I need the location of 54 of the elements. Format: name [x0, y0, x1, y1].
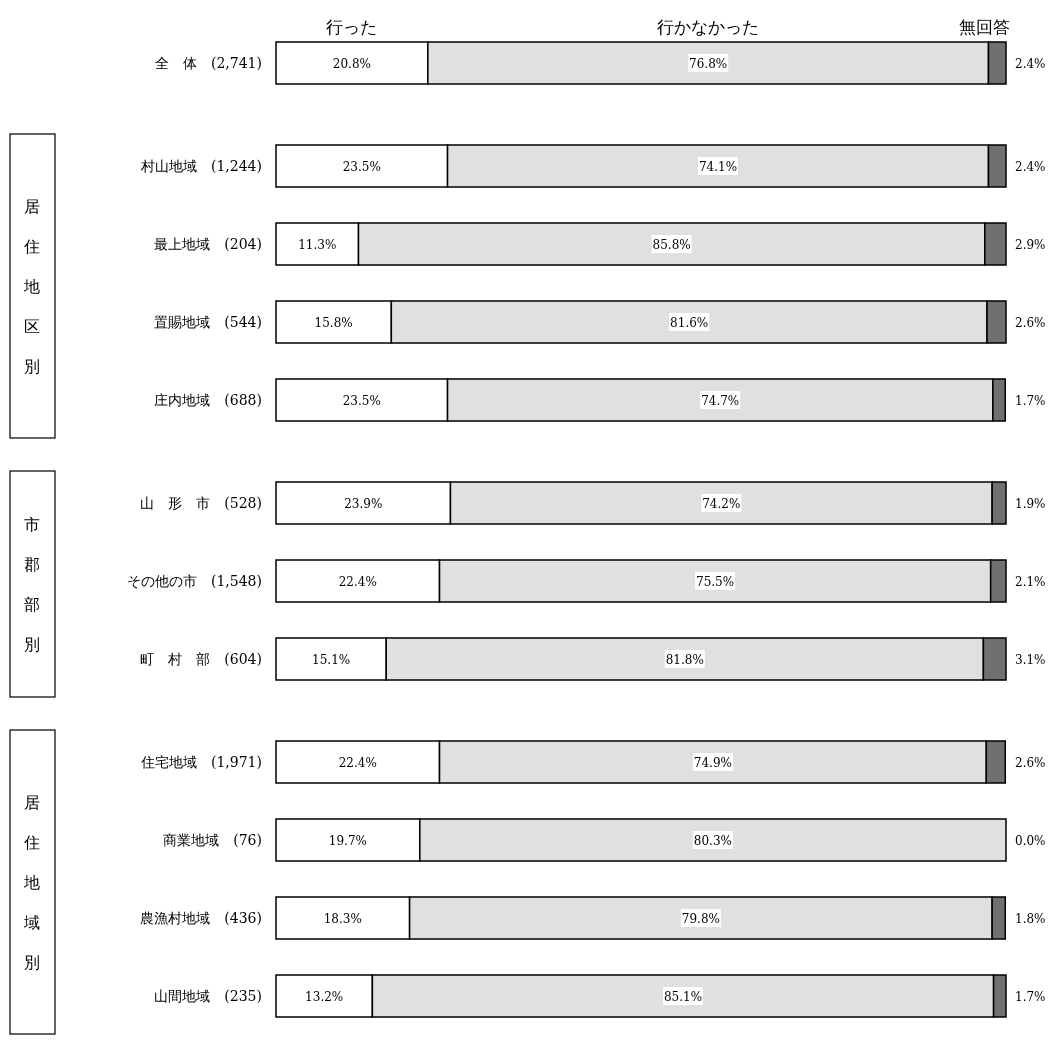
data-label: 18.3% [323, 912, 362, 926]
y-tick-label: 山 形 市 (528) [140, 495, 262, 511]
data-label: 79.8% [681, 912, 720, 926]
y-tick-label: 農漁村地域 (436) [140, 910, 262, 926]
data-label: 22.4% [338, 575, 377, 589]
series-label: 行った [326, 17, 378, 37]
y-tick-label: 置賜地域 (544) [154, 314, 262, 330]
data-label: 1.9% [1015, 497, 1046, 511]
data-label: 74.2% [702, 497, 741, 511]
data-label: 2.1% [1015, 575, 1046, 589]
data-label: 19.7% [328, 834, 367, 848]
data-label: 2.6% [1015, 756, 1046, 770]
data-label: 75.5% [696, 575, 735, 589]
data-label: 1.7% [1015, 394, 1046, 408]
data-label: 3.1% [1015, 653, 1046, 667]
data-label: 15.8% [314, 316, 353, 330]
data-label: 2.4% [1015, 57, 1046, 71]
data-label: 11.3% [298, 238, 337, 252]
y-tick-label: 山間地域 (235) [154, 988, 262, 1004]
chart-title: 市郡部別 [24, 515, 40, 654]
data-label: 23.5% [342, 394, 381, 408]
y-tick-label: 町 村 部 (604) [140, 651, 262, 667]
data-label: 2.6% [1015, 316, 1046, 330]
data-label: 2.4% [1015, 160, 1046, 174]
data-label: 13.2% [305, 990, 344, 1004]
series-label: 行かなかった [657, 17, 760, 37]
data-label: 74.9% [693, 756, 732, 770]
y-tick-label: 庄内地域 (688) [154, 392, 262, 408]
data-label: 74.1% [698, 160, 738, 174]
series-label: 無回答 [959, 17, 1010, 37]
data-label: 85.8% [652, 238, 691, 252]
y-tick-label: 最上地域 (204) [154, 236, 262, 252]
y-tick-label: 全 体 (2,741) [154, 55, 262, 71]
data-label: 85.1% [663, 990, 703, 1004]
data-label: 15.1% [312, 653, 351, 667]
data-label: 1.7% [1015, 990, 1046, 1004]
y-tick-label: 商業地域 (76) [163, 832, 262, 848]
data-label: 23.9% [344, 497, 383, 511]
data-label: 0.0% [1015, 834, 1046, 848]
y-tick-label: 住宅地域 (1,971) [139, 754, 262, 770]
data-label: 74.7% [701, 394, 740, 408]
data-label: 76.8% [689, 57, 728, 71]
data-label: 80.3% [693, 834, 732, 848]
data-label: 20.8% [332, 57, 371, 71]
chart-title: 居住地区別 [24, 197, 40, 376]
chart-title: 居住地域別 [24, 793, 40, 972]
data-label: 22.4% [338, 756, 377, 770]
data-label: 81.6% [670, 316, 709, 330]
data-label: 23.5% [342, 160, 381, 174]
y-tick-label: その他の市 (1,548) [126, 573, 262, 589]
data-label: 81.8% [665, 653, 704, 667]
data-label: 1.8% [1015, 912, 1046, 926]
y-tick-label: 村山地域 (1,244) [139, 158, 262, 174]
data-label: 2.9% [1015, 238, 1046, 252]
